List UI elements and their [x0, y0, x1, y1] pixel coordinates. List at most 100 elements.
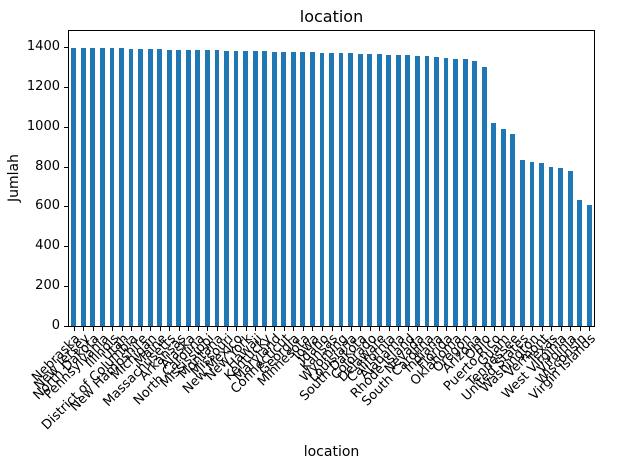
x-tick-mark — [92, 327, 94, 331]
x-tick-mark — [293, 327, 295, 331]
x-tick-mark — [350, 327, 352, 331]
x-tick-mark — [188, 327, 190, 331]
chart-title: location — [299, 7, 364, 26]
x-tick-mark — [236, 327, 238, 331]
bar — [357, 53, 363, 326]
x-tick-mark — [274, 327, 276, 331]
bar — [290, 51, 296, 326]
bar — [80, 47, 86, 326]
x-tick-mark — [503, 327, 505, 331]
bar — [529, 162, 535, 326]
x-tick-mark — [321, 327, 323, 331]
bar — [558, 167, 563, 326]
x-tick-mark — [455, 327, 457, 331]
x-tick-mark — [369, 327, 371, 331]
bar — [147, 49, 153, 326]
x-tick-mark — [159, 327, 161, 331]
x-tick-mark — [541, 327, 543, 331]
x-tick-mark — [169, 327, 171, 331]
x-tick-mark — [589, 327, 591, 331]
bar — [176, 49, 182, 326]
bar — [472, 60, 478, 326]
x-tick-mark — [226, 327, 228, 331]
bar — [367, 53, 373, 326]
x-tick-mark — [331, 327, 333, 331]
y-tick-mark — [64, 86, 68, 88]
y-tick-label: 800 — [35, 158, 60, 174]
bar — [586, 205, 592, 326]
x-tick-mark — [579, 327, 581, 331]
bar — [520, 159, 525, 326]
bar — [577, 199, 583, 326]
bar — [453, 58, 458, 326]
x-tick-mark — [83, 327, 85, 331]
x-tick-mark — [140, 327, 142, 331]
x-tick-mark — [111, 327, 113, 331]
x-tick-mark — [197, 327, 199, 331]
bar — [376, 54, 382, 326]
bar — [434, 56, 439, 326]
bar — [567, 170, 573, 326]
x-tick-mark — [484, 327, 486, 331]
x-tick-mark — [465, 327, 467, 331]
y-tick-mark — [64, 326, 68, 327]
x-tick-mark — [131, 327, 133, 331]
bar — [109, 47, 115, 326]
x-tick-mark — [102, 327, 104, 331]
bar — [500, 128, 506, 326]
x-tick-mark — [264, 327, 266, 331]
x-tick-mark — [312, 327, 314, 331]
x-tick-mark — [73, 327, 75, 331]
y-tick-mark — [64, 46, 68, 48]
bar — [386, 54, 392, 326]
bar — [138, 48, 143, 326]
bar — [424, 56, 430, 326]
x-tick-mark — [551, 327, 553, 331]
bar — [224, 50, 229, 326]
x-tick-mark — [379, 327, 381, 331]
bar — [329, 52, 334, 326]
bar — [310, 52, 315, 326]
plot-area — [68, 30, 595, 327]
bar — [462, 59, 468, 326]
bar — [319, 52, 325, 326]
x-tick-mark — [474, 327, 476, 331]
bar — [415, 55, 420, 326]
x-tick-mark — [341, 327, 343, 331]
x-tick-mark — [207, 327, 209, 331]
bar — [300, 52, 306, 326]
x-axis-label: location — [303, 444, 360, 460]
bar — [491, 122, 497, 326]
x-tick-mark — [398, 327, 400, 331]
bar — [185, 49, 191, 326]
bar — [262, 51, 268, 326]
y-tick-label: 200 — [35, 278, 60, 294]
bar — [90, 47, 96, 326]
bar — [233, 50, 239, 326]
bar — [205, 50, 210, 326]
x-tick-mark — [255, 327, 257, 331]
bar — [539, 162, 544, 326]
x-tick-mark — [512, 327, 514, 331]
y-tick-label: 1000 — [26, 118, 60, 134]
bar — [271, 51, 277, 326]
y-tick-label: 600 — [35, 198, 60, 214]
bar — [157, 49, 163, 326]
x-tick-mark — [360, 327, 362, 331]
bar — [100, 47, 105, 326]
bar — [481, 66, 487, 326]
x-tick-mark — [407, 327, 409, 331]
bar — [243, 50, 248, 326]
bar — [510, 133, 516, 326]
bar — [195, 49, 201, 326]
bar — [128, 48, 134, 326]
x-tick-mark — [302, 327, 304, 331]
bar — [252, 51, 258, 326]
bar — [405, 55, 411, 326]
x-tick-mark — [446, 327, 448, 331]
y-tick-mark — [64, 126, 68, 128]
x-tick-mark — [522, 327, 524, 331]
y-tick-mark — [64, 166, 68, 168]
x-tick-mark — [417, 327, 419, 331]
